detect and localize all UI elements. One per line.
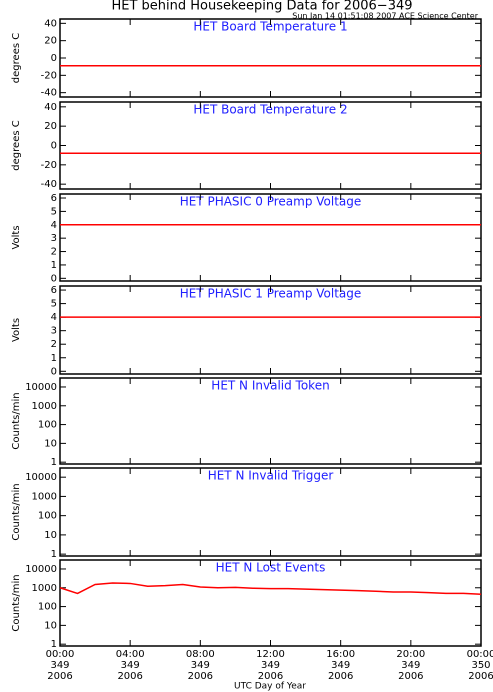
page-title: HET behind Housekeeping Data for 2006−34… [111, 0, 412, 14]
y-tick-label: 2 [51, 339, 57, 350]
y-tick-label: 20 [44, 121, 57, 132]
y-tick-label: 1 [51, 639, 57, 650]
y-tick-label: 1 [51, 549, 57, 560]
y-tick-label: 0 [51, 273, 57, 284]
y-tick-label: 0 [51, 53, 57, 64]
x-axis-label: UTC Day of Year [234, 682, 306, 692]
y-tick-label: -40 [41, 88, 57, 99]
panel-title: HET PHASIC 0 Preamp Voltage [180, 195, 362, 209]
y-tick-label: 4 [51, 312, 57, 323]
y-tick-label: 1000 [32, 583, 57, 594]
y-tick-label: 10 [44, 620, 57, 631]
y-axis-label: Counts/min [11, 392, 22, 449]
x-tick-label: 2006 [188, 671, 213, 682]
x-tick-label: 2006 [47, 671, 72, 682]
y-tick-label: 100 [38, 420, 57, 431]
x-tick-label: 350 [471, 660, 490, 671]
y-tick-label: 10000 [25, 472, 57, 483]
x-tick-label: 2006 [328, 671, 353, 682]
x-tick-label: 349 [191, 660, 210, 671]
panel-title: HET Board Temperature 1 [193, 20, 347, 34]
y-axis-label: Counts/min [11, 574, 22, 631]
y-tick-label: 100 [38, 602, 57, 613]
y-tick-label: 3 [51, 233, 57, 244]
x-tick-label: 2006 [468, 671, 493, 682]
y-tick-label: 6 [51, 285, 57, 296]
x-tick-label: 16:00 [326, 649, 355, 660]
y-tick-label: 20 [44, 36, 57, 47]
subtitle: Sun Jan 14 01:51:08 2007 ACE Science Cen… [292, 12, 478, 21]
x-tick-label: 00:00 [46, 649, 75, 660]
y-tick-label: 1 [51, 353, 57, 364]
x-tick-label: 04:00 [116, 649, 145, 660]
y-tick-label: 1000 [32, 491, 57, 502]
y-tick-label: 3 [51, 326, 57, 337]
y-tick-label: 1000 [32, 401, 57, 412]
y-tick-label: 2 [51, 247, 57, 258]
y-tick-label: 0 [51, 141, 57, 152]
y-tick-label: 0 [51, 366, 57, 377]
x-tick-label: 12:00 [256, 649, 285, 660]
x-tick-label: 2006 [117, 671, 142, 682]
y-axis-label: Counts/min [11, 483, 22, 540]
y-tick-label: 1 [51, 457, 57, 468]
y-tick-label: 5 [51, 206, 57, 217]
y-tick-label: 1 [51, 260, 57, 271]
y-axis-label: Volts [11, 225, 22, 249]
panel-title: HET PHASIC 1 Preamp Voltage [180, 287, 362, 301]
x-tick-label: 00:00 [467, 649, 493, 660]
x-tick-label: 349 [401, 660, 420, 671]
y-axis-label: degrees C [11, 120, 22, 170]
y-axis-label: Volts [11, 318, 22, 342]
y-axis-label: degrees C [11, 33, 22, 83]
x-tick-label: 349 [121, 660, 140, 671]
y-tick-label: 5 [51, 299, 57, 310]
data-line [59, 582, 482, 596]
x-tick-label: 349 [331, 660, 350, 671]
y-tick-label: -20 [41, 70, 57, 81]
x-tick-label: 20:00 [396, 649, 425, 660]
y-tick-label: 6 [51, 193, 57, 204]
y-tick-label: 10 [44, 438, 57, 449]
panel-title: HET N Invalid Token [211, 379, 329, 393]
y-tick-label: 10000 [25, 382, 57, 393]
x-tick-label: 08:00 [186, 649, 215, 660]
y-tick-label: 10 [44, 530, 57, 541]
panel-title: HET Board Temperature 2 [193, 103, 347, 117]
x-tick-label: 349 [261, 660, 280, 671]
y-tick-label: 40 [44, 18, 57, 29]
y-tick-label: 4 [51, 220, 57, 231]
x-tick-label: 2006 [258, 671, 283, 682]
panel-title: HET N Invalid Trigger [208, 469, 334, 483]
y-tick-label: -40 [41, 179, 57, 190]
x-tick-label: 349 [50, 660, 69, 671]
y-tick-label: 10000 [25, 564, 57, 575]
panel-title: HET N Lost Events [216, 561, 326, 575]
x-tick-label: 2006 [398, 671, 423, 682]
y-tick-label: 40 [44, 102, 57, 113]
y-tick-label: -20 [41, 160, 57, 171]
y-tick-label: 100 [38, 511, 57, 522]
